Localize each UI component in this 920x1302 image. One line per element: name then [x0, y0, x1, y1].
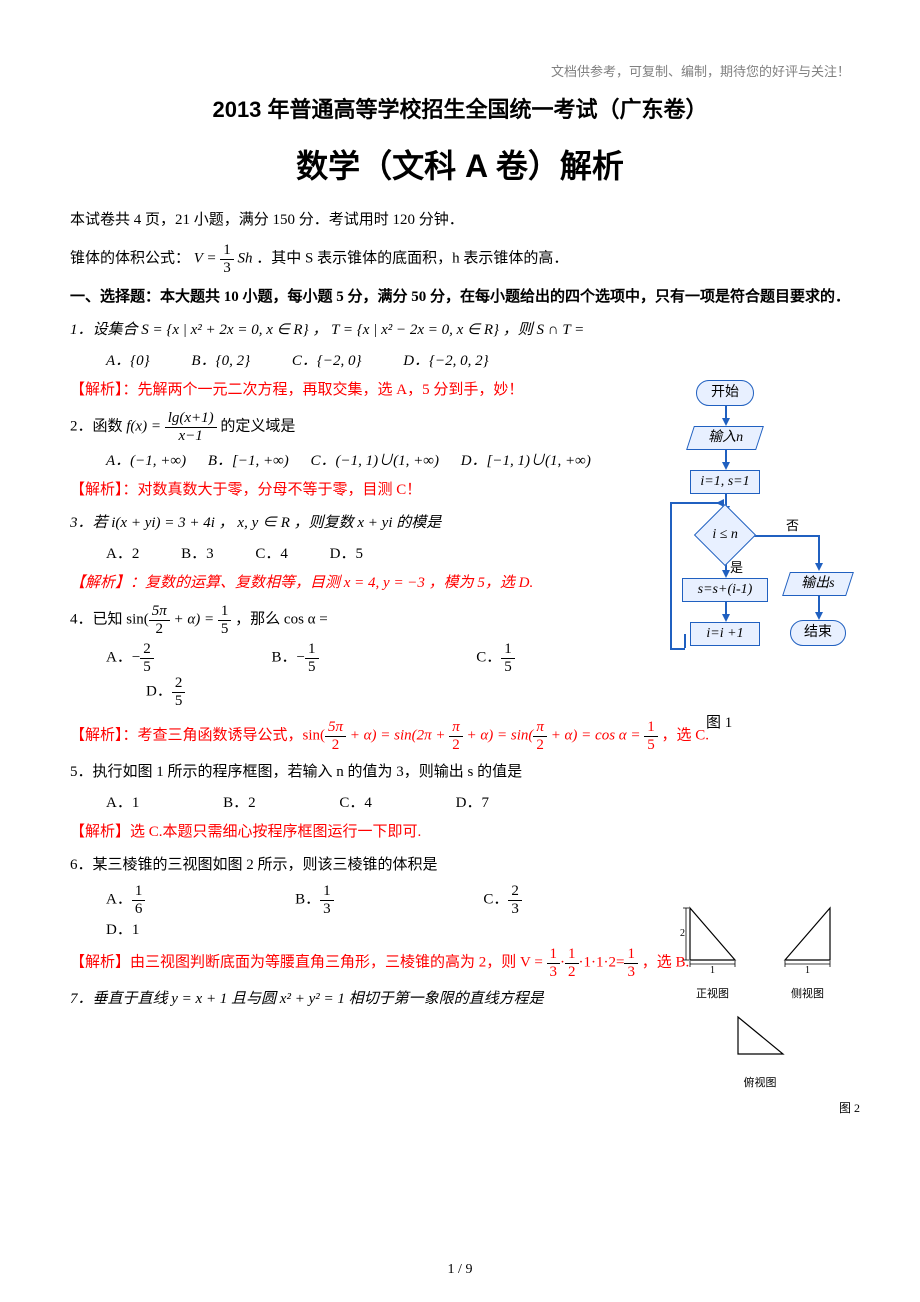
- q3-opt-b: B．3: [181, 541, 214, 568]
- q5-opt-c: C．4: [339, 790, 372, 817]
- q3-text: 3．若 i(x + yi) = 3 + 4i ， x, y ∈ R ，则复数 x…: [70, 510, 720, 537]
- q1-options: A．{0} B．{0, 2} C．{−2, 0} D．{−2, 0, 2}: [70, 348, 720, 375]
- q1-opt-b: B．{0, 2}: [191, 348, 250, 375]
- intro2-formula-right: Sh: [238, 251, 253, 267]
- q5-answer: 【解析】选 C.本题只需细心按程序框图运行一下即可.: [70, 819, 720, 846]
- intro-line2: 锥体的体积公式： V = 13 Sh ．其中 S 表示锥体的底面积，h 表示锥体…: [70, 242, 850, 276]
- svg-text:1: 1: [805, 965, 810, 975]
- fc-yes-label: 是: [730, 556, 743, 579]
- q5-opt-b: B．2: [223, 790, 256, 817]
- q6-opt-d: D．1: [106, 917, 139, 944]
- q1-answer: 【解析】：先解两个一元二次方程，再取交集，选 A，5 分到手，妙！: [70, 377, 720, 404]
- exam-subtitle: 数学（文科 A 卷）解析: [70, 138, 850, 196]
- flowchart-figure-1: 开始 输入n i=1, s=1 i ≤ n 是 否 s=s+(i-1) i=i …: [656, 380, 890, 740]
- side-view: 1 侧视图: [775, 900, 840, 1005]
- header-note: 文档供参考，可复制、编制，期待您的好评与关注！: [551, 60, 850, 83]
- fc-init: i=1, s=1: [690, 470, 760, 494]
- q2-opt-a: A．(−1, +∞): [106, 448, 186, 475]
- q2-opt-c: C．(−1, 1)∪(1, +∞): [311, 448, 439, 475]
- q6-opt-c: C．23: [483, 883, 598, 917]
- fc-caption: 图 1: [706, 710, 732, 737]
- q3-answer: 【解析】：复数的运算、复数相等，目测 x = 4, y = −3 ，模为 5，选…: [70, 570, 720, 597]
- q2-answer: 【解析】：对数真数大于零，分母不等于零，目测 C！: [70, 477, 720, 504]
- svg-text:1: 1: [710, 965, 715, 975]
- intro2-fraction: 13: [220, 242, 234, 276]
- intro2-pre: 锥体的体积公式：: [70, 251, 190, 267]
- q4-options: A．−25 B．−15 C．15 D．25: [70, 641, 720, 709]
- q5-opt-d: D．7: [456, 790, 489, 817]
- intro2-post: ．其中 S 表示锥体的底面积，h 表示锥体的高．: [256, 251, 568, 267]
- q6-options: A．16 B．13 C．23 D．1: [70, 883, 720, 944]
- q6-opt-a: A．16: [106, 883, 221, 917]
- intro2-formula-left: V =: [194, 251, 221, 267]
- q5-opt-a: A．1: [106, 790, 139, 817]
- q2-text: 2．函数 f(x) = lg(x+1)x−1 的定义域是: [70, 410, 720, 444]
- q3-opt-c: C．4: [255, 541, 288, 568]
- front-view: 2 1 正视图: [680, 900, 745, 1005]
- q1-opt-a: A．{0}: [106, 348, 150, 375]
- q2-options: A．(−1, +∞) B．[−1, +∞) C．(−1, 1)∪(1, +∞) …: [70, 448, 720, 475]
- q6-text: 6．某三棱锥的三视图如图 2 所示，则该三棱锥的体积是: [70, 852, 720, 879]
- q3-options: A．2 B．3 C．4 D．5: [70, 541, 720, 568]
- fc-output: 输出s: [782, 572, 854, 596]
- top-view: 俯视图: [728, 1009, 793, 1094]
- q4-opt-b: B．−15: [272, 641, 395, 675]
- q5-text: 5．执行如图 1 所示的程序框图，若输入 n 的值为 3，则输出 s 的值是: [70, 759, 720, 786]
- q3-opt-d: D．5: [330, 541, 363, 568]
- exam-title: 2013 年普通高等学校招生全国统一考试（广东卷）: [70, 90, 850, 130]
- svg-text:2: 2: [680, 928, 685, 939]
- q2-opt-d: D．[−1, 1)∪(1, +∞): [461, 448, 591, 475]
- fc-step2: i=i +1: [690, 622, 760, 646]
- fc-no-label: 否: [786, 514, 799, 537]
- q2-opt-b: B．[−1, +∞): [208, 448, 289, 475]
- fc-start: 开始: [696, 380, 754, 406]
- fc-end: 结束: [790, 620, 846, 646]
- fc-step1: s=s+(i-1): [682, 578, 768, 602]
- intro-line1: 本试卷共 4 页，21 小题，满分 150 分．考试用时 120 分钟．: [70, 207, 850, 234]
- three-views-figure-2: 2 1 正视图 1 侧视图 俯视图 图 2: [660, 900, 860, 1119]
- q1-opt-c: C．{−2, 0}: [292, 348, 362, 375]
- q2-fraction: lg(x+1)x−1: [165, 410, 217, 444]
- q4-opt-d: D．25: [146, 675, 261, 709]
- page-number: 1 / 9: [448, 1257, 473, 1282]
- q4-text: 4．已知 sin(5π2 + α) = 15 ，那么 cos α =: [70, 603, 720, 637]
- fc-input: 输入n: [686, 426, 764, 450]
- section1-heading: 一、选择题：本大题共 10 小题，每小题 5 分，满分 50 分，在每小题给出的…: [70, 284, 850, 311]
- triviews-caption: 图 2: [660, 1098, 860, 1120]
- q6-opt-b: B．13: [295, 883, 410, 917]
- q1-text: 1．设集合 S = {x | x² + 2x = 0, x ∈ R} ， T =…: [70, 317, 720, 344]
- q4-opt-a: A．−25: [106, 641, 230, 675]
- q4-opt-c: C．15: [476, 641, 591, 675]
- q1-opt-d: D．{−2, 0, 2}: [403, 348, 488, 375]
- fc-cond: i ≤ n: [694, 504, 756, 566]
- q5-options: A．1 B．2 C．4 D．7: [70, 790, 720, 817]
- q3-opt-a: A．2: [106, 541, 139, 568]
